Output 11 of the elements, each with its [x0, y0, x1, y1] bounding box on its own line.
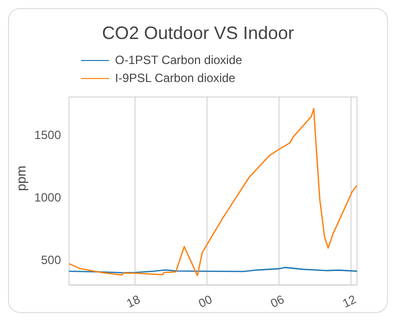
x-tick-label: 18 [124, 292, 143, 311]
x-tick-label: 06 [268, 292, 287, 311]
legend-label: O-1PST Carbon dioxide [115, 52, 242, 69]
chart-title: CO2 Outdoor VS Indoor [100, 22, 296, 45]
x-tick-label: 12 [340, 292, 359, 311]
y-tick-label: 1500 [34, 128, 62, 142]
y-tick-label: 500 [40, 253, 62, 268]
legend-label: I-9PSL Carbon dioxide [115, 70, 236, 87]
y-tick-label: 1000 [34, 190, 62, 205]
x-tick-label: 00 [196, 292, 215, 311]
y-axis-title: ppm [14, 166, 29, 191]
